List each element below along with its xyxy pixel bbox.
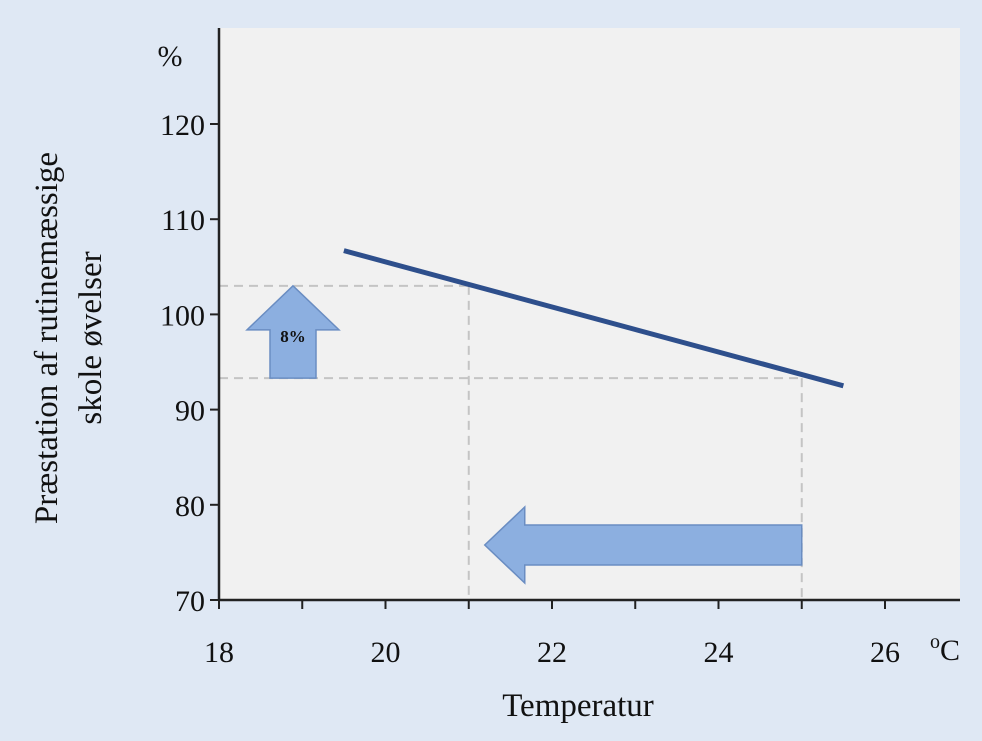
series-line-0 <box>343 248 845 389</box>
x-tick-label: 18 <box>204 636 234 669</box>
y-axis-label-line1: Præstation af rutinemæssige <box>29 152 65 524</box>
y-axis-unit: % <box>158 40 183 73</box>
up-arrow-label: 8% <box>280 327 306 346</box>
x-tick-label: 20 <box>371 636 401 669</box>
axes: 70 80 90 100 110 120 18 20 22 24 26 <box>160 28 960 669</box>
y-tick-label: 90 <box>175 395 205 428</box>
plot-area <box>219 28 960 600</box>
series-layer <box>343 248 845 389</box>
left-arrow <box>483 505 803 585</box>
y-tick-label: 100 <box>160 299 205 332</box>
x-axis-label: Temperatur <box>502 688 654 724</box>
x-tick-label: 24 <box>704 636 734 669</box>
y-axis-label: Præstation af rutinemæssige skole øvelse… <box>29 152 109 524</box>
annotation-arrows: 8% <box>245 284 803 585</box>
x-tick-label: 26 <box>870 636 900 669</box>
x-axis-unit: oC <box>930 631 960 667</box>
y-axis-label-line2: skole øvelser <box>73 251 109 424</box>
y-tick-label: 110 <box>161 204 205 237</box>
up-arrow <box>245 284 341 379</box>
y-tick-label: 70 <box>175 585 205 618</box>
y-tick-label: 120 <box>160 109 205 142</box>
y-tick-label: 80 <box>175 490 205 523</box>
x-tick-label: 22 <box>537 636 567 669</box>
